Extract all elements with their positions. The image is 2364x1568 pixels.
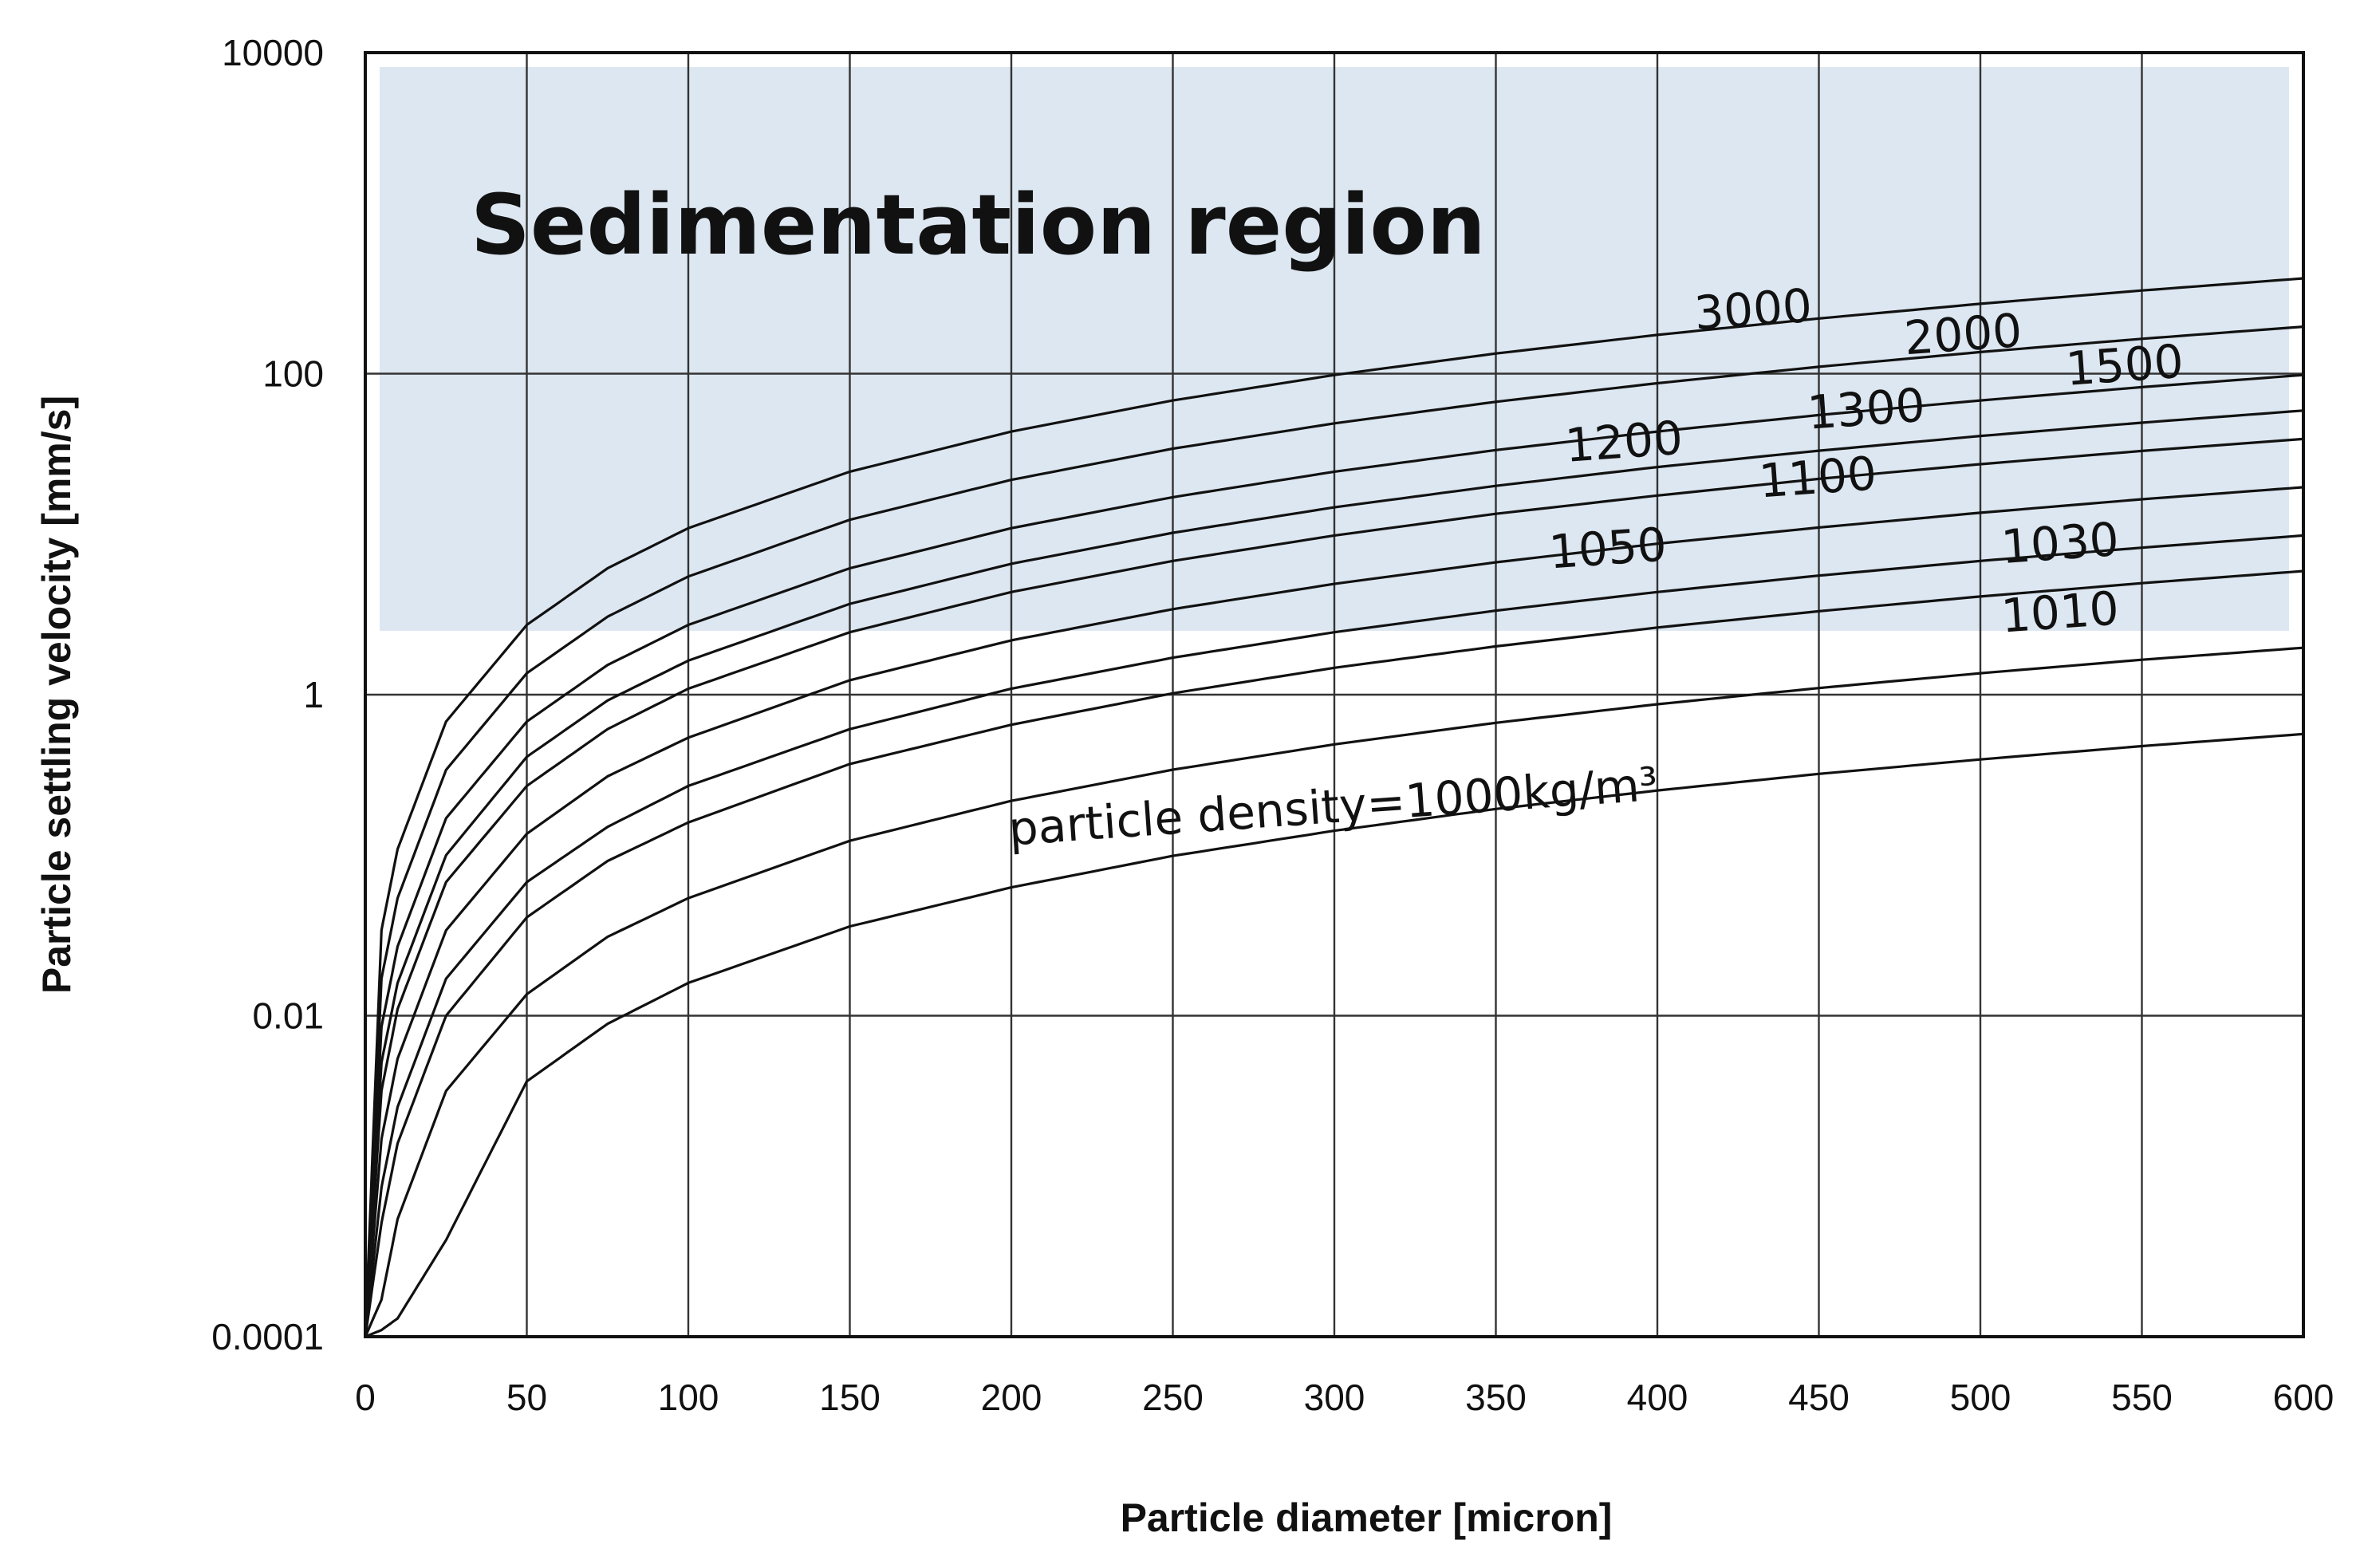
x-tick-label: 550	[2111, 1377, 2173, 1418]
x-tick-label: 150	[819, 1377, 881, 1418]
x-tick-label: 300	[1304, 1377, 1365, 1418]
x-tick-label: 350	[1465, 1377, 1527, 1418]
series-line-1300	[364, 409, 2304, 1338]
x-axis-title: Particle diameter [micron]	[1121, 1495, 1613, 1540]
curve-label: 1010	[2000, 581, 2121, 643]
x-tick-label: 100	[658, 1377, 719, 1418]
grid	[365, 53, 2303, 1337]
series-line-1050	[364, 534, 2304, 1338]
series-group	[364, 277, 2304, 1338]
y-tick-label: 1	[303, 674, 324, 715]
y-tick-label: 100	[262, 353, 324, 395]
region-label: Sedimentation region	[471, 176, 1486, 274]
curve-label: 1300	[1806, 378, 1927, 440]
curve-label: 2000	[1902, 303, 2023, 365]
plot-frame	[364, 51, 2305, 1338]
y-tick-label: 0.01	[252, 995, 324, 1037]
curve-label: 1050	[1547, 517, 1669, 579]
x-tick-label: 50	[506, 1377, 547, 1418]
curve-label: 1030	[2000, 512, 2121, 574]
series-line-1200	[364, 437, 2304, 1338]
series-line-1030	[364, 569, 2304, 1338]
curve-label: 1100	[1757, 446, 1878, 508]
curve-label: 3000	[1692, 278, 1814, 341]
x-tick-label: 600	[2273, 1377, 2334, 1418]
series-line-1100	[364, 486, 2304, 1338]
x-tick-label: 250	[1142, 1377, 1204, 1418]
tick-labels: 0 50 100 150 200 250 300 350 400 450 500 550 600 0.00…	[211, 32, 2334, 1418]
series-line-1010	[364, 646, 2304, 1338]
x-tick-label: 0	[355, 1377, 376, 1418]
series-line-2000	[364, 325, 2304, 1338]
x-tick-label: 500	[1950, 1377, 2011, 1418]
x-tick-label: 450	[1788, 1377, 1850, 1418]
curve-label: particle density=1000kg/m³	[1007, 757, 1660, 857]
curve-label: 1200	[1563, 411, 1684, 473]
curve-label: 1500	[2064, 334, 2185, 396]
y-axis-title: Particle settling velocity [mm/s]	[34, 396, 79, 994]
series-line-particle-density-1000kg-m-	[364, 732, 2304, 1338]
series-line-1500	[364, 373, 2304, 1338]
x-tick-label: 200	[981, 1377, 1042, 1418]
y-tick-label: 0.0001	[211, 1316, 324, 1357]
series-line-3000	[364, 277, 2304, 1338]
x-tick-label: 400	[1627, 1377, 1688, 1418]
y-tick-label: 10000	[222, 32, 324, 73]
